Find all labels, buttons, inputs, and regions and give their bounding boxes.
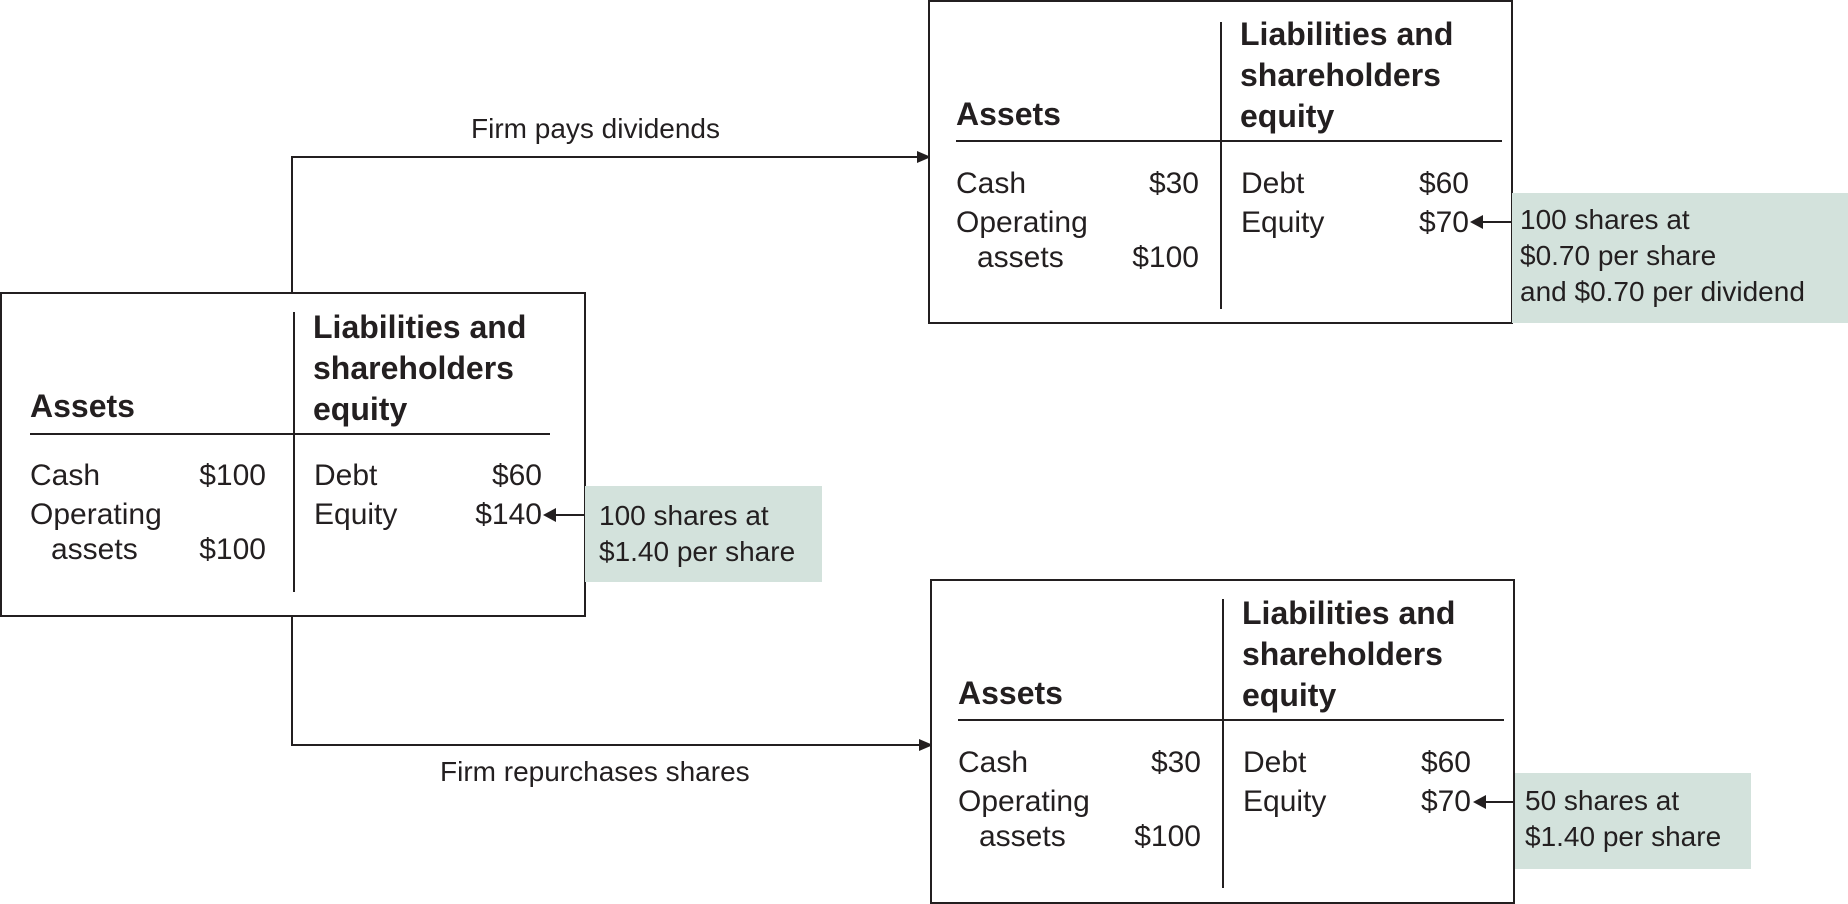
- operating-assets-label: Operating: [958, 785, 1090, 818]
- dividend-equity-note-arrow: [1470, 215, 1512, 229]
- repurchase-equity-note-arrow: [1473, 795, 1515, 809]
- note-line: 100 shares at: [1520, 204, 1690, 235]
- note-line: 50 shares at: [1525, 785, 1680, 816]
- operating-assets-value: $100: [199, 533, 266, 566]
- cash-value: $100: [199, 459, 266, 492]
- dividend-flow-arrow: [291, 151, 931, 292]
- equity-label: Equity: [314, 498, 398, 531]
- repurchase-share-note: 50 shares at $1.40 per share: [1515, 773, 1751, 869]
- debt-value: $60: [491, 459, 542, 492]
- initial-share-note: 100 shares at $1.40 per share: [585, 486, 822, 582]
- initial-balance-sheet: Assets Liabilities and shareholders equi…: [0, 292, 586, 617]
- column-divider: [1220, 22, 1222, 309]
- repurchase-flow-arrow: [291, 616, 933, 751]
- assets-header: Assets: [30, 388, 135, 424]
- operating-assets-label-cont: assets: [979, 820, 1066, 853]
- debt-label: Debt: [1243, 746, 1307, 779]
- assets-header: Assets: [958, 675, 1063, 711]
- equity-value: $70: [1420, 785, 1471, 818]
- cash-value: $30: [1148, 167, 1199, 200]
- debt-value: $60: [1418, 167, 1469, 200]
- cash-value: $30: [1150, 746, 1201, 779]
- operating-assets-label: Operating: [30, 498, 162, 531]
- header-rule: [30, 433, 550, 435]
- debt-value: $60: [1420, 746, 1471, 779]
- operating-assets-label-cont: assets: [51, 533, 138, 566]
- repurchase-balance-sheet: Assets Liabilities and shareholders equi…: [930, 579, 1515, 904]
- note-line: $0.70 per share: [1520, 240, 1717, 271]
- operating-assets-label: Operating: [956, 206, 1088, 239]
- dividend-share-note: 100 shares at $0.70 per share and $0.70 …: [1512, 193, 1848, 323]
- liabilities-header: Liabilities and shareholders equity: [1242, 595, 1456, 713]
- column-divider: [1222, 599, 1224, 888]
- note-line: 100 shares at: [599, 500, 769, 531]
- initial-equity-note-arrow: [543, 508, 585, 522]
- header-rule: [958, 719, 1504, 721]
- cash-label: Cash: [30, 459, 101, 492]
- header-rule: [956, 140, 1502, 142]
- cash-label: Cash: [956, 167, 1027, 200]
- dividend-flow-label: Firm pays dividends: [471, 113, 720, 144]
- equity-label: Equity: [1243, 785, 1327, 818]
- equity-value: $70: [1418, 206, 1469, 239]
- liabilities-header: Liabilities and shareholders equity: [1240, 16, 1454, 134]
- note-line: and $0.70 per dividend: [1520, 276, 1805, 307]
- debt-label: Debt: [314, 459, 378, 492]
- assets-header: Assets: [956, 96, 1061, 132]
- dividend-balance-sheet: Assets Liabilities and shareholders equi…: [928, 0, 1513, 324]
- column-divider: [293, 312, 295, 592]
- debt-label: Debt: [1241, 167, 1305, 200]
- operating-assets-label-cont: assets: [977, 241, 1064, 274]
- equity-value: $140: [475, 498, 542, 531]
- operating-assets-value: $100: [1132, 241, 1199, 274]
- operating-assets-value: $100: [1134, 820, 1201, 853]
- liabilities-header: Liabilities and shareholders equity: [313, 309, 527, 427]
- repurchase-flow-label: Firm repurchases shares: [440, 756, 750, 787]
- equity-label: Equity: [1241, 206, 1325, 239]
- cash-label: Cash: [958, 746, 1029, 779]
- note-line: $1.40 per share: [1525, 821, 1722, 852]
- note-line: $1.40 per share: [599, 536, 796, 567]
